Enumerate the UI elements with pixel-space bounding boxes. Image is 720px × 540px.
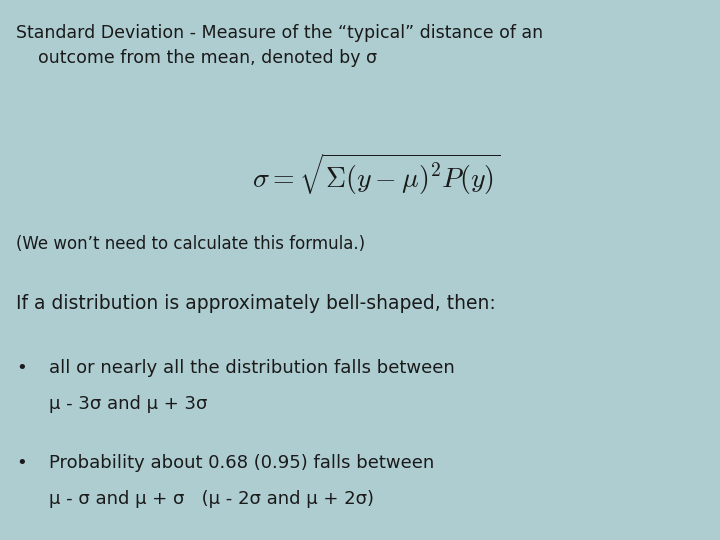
Text: Standard Deviation - Measure of the “typical” distance of an
    outcome from th: Standard Deviation - Measure of the “typ… [16, 24, 543, 68]
Text: (We won’t need to calculate this formula.): (We won’t need to calculate this formula… [16, 235, 365, 253]
Text: μ - 3σ and μ + 3σ: μ - 3σ and μ + 3σ [49, 395, 207, 413]
Text: Probability about 0.68 (0.95) falls between: Probability about 0.68 (0.95) falls betw… [49, 454, 434, 471]
Text: $\sigma = \sqrt{\Sigma(y-\mu)^2 P(y)}$: $\sigma = \sqrt{\Sigma(y-\mu)^2 P(y)}$ [252, 151, 500, 197]
Text: all or nearly all the distribution falls between: all or nearly all the distribution falls… [49, 359, 455, 377]
Text: •: • [16, 454, 27, 471]
Text: If a distribution is approximately bell-shaped, then:: If a distribution is approximately bell-… [16, 294, 495, 313]
Text: •: • [16, 359, 27, 377]
Text: μ - σ and μ + σ   (μ - 2σ and μ + 2σ): μ - σ and μ + σ (μ - 2σ and μ + 2σ) [49, 490, 374, 508]
